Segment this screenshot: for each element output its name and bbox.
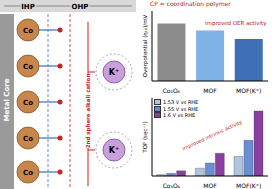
html-text:improved intrinsic activity: improved intrinsic activity <box>181 118 243 152</box>
svg-text:Overpotential (η₁₀)/mV: Overpotential (η₁₀)/mV <box>142 14 149 77</box>
svg-text:Co: Co <box>23 63 33 71</box>
svg-text:Co: Co <box>23 99 33 107</box>
svg-text:MOF: MOF <box>203 182 217 189</box>
svg-text:K⁺: K⁺ <box>109 146 119 155</box>
svg-text:MOF: MOF <box>203 87 217 94</box>
svg-text:Co: Co <box>23 169 33 177</box>
html-text:1.53 V vs RHE: 1.53 V vs RHE <box>163 99 199 105</box>
html-text:1.6 V vs RHE: 1.6 V vs RHE <box>163 112 196 118</box>
svg-text:TOF (sec⁻¹): TOF (sec⁻¹) <box>142 121 148 153</box>
svg-text:Co: Co <box>23 135 33 143</box>
html-text:CP = coordination polymer: CP = coordination polymer <box>150 0 231 7</box>
svg-text:2nd sphere alkali cation: 2nd sphere alkali cation <box>85 74 92 149</box>
svg-text:Co: Co <box>23 27 33 35</box>
svg-text:MOF(K⁺): MOF(K⁺) <box>236 87 261 94</box>
svg-text:Metal Core: Metal Core <box>8 78 11 121</box>
svg-text:IHP: IHP <box>21 3 35 11</box>
svg-text:MOF(K⁺): MOF(K⁺) <box>236 182 261 189</box>
html-text:1.55 V vs RHE: 1.55 V vs RHE <box>163 105 199 112</box>
html-text:improved OER activity: improved OER activity <box>205 20 267 26</box>
svg-text:Co₃O₄: Co₃O₄ <box>163 87 181 94</box>
svg-text:K⁺: K⁺ <box>109 68 119 77</box>
svg-text:OHP: OHP <box>72 3 89 11</box>
svg-text:Co₃O₄: Co₃O₄ <box>163 182 181 189</box>
